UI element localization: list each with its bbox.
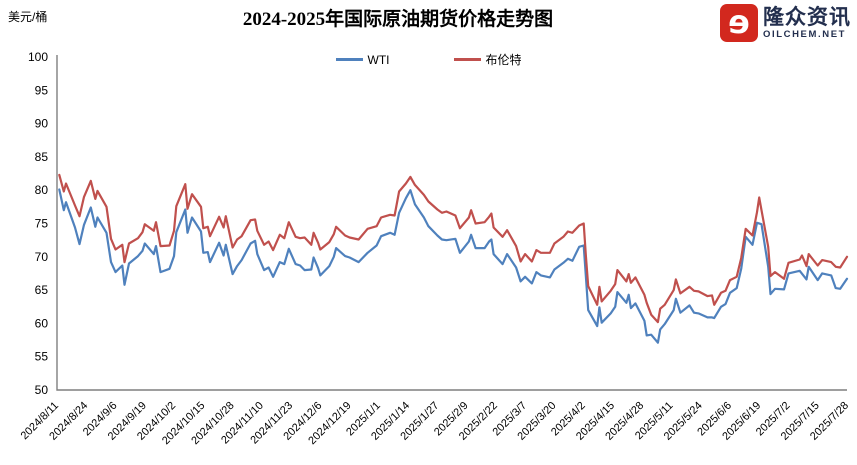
logo-text-block: 隆众资讯 OILCHEM.NET xyxy=(763,7,851,40)
brent-line-swatch xyxy=(453,58,481,61)
y-tick-label: 80 xyxy=(35,183,49,197)
y-tick-label: 70 xyxy=(35,250,49,264)
y-tick-label: 55 xyxy=(35,350,49,364)
y-tick-label: 60 xyxy=(35,316,49,330)
y-axis-unit-label: 美元/桶 xyxy=(8,10,48,24)
oilchem-logo-icon: e xyxy=(720,3,758,42)
y-tick-label: 50 xyxy=(35,383,49,397)
y-tick-label: 75 xyxy=(35,217,49,231)
axis-lines xyxy=(56,55,847,391)
wti-line xyxy=(58,188,849,344)
legend-item-wti: WTI xyxy=(335,53,389,67)
logo-domain: OILCHEM.NET xyxy=(763,28,847,40)
brent-line xyxy=(58,173,849,324)
logo-company-name: 隆众资讯 xyxy=(763,5,851,29)
wti-line-swatch xyxy=(335,58,363,61)
y-tick-label: 65 xyxy=(35,283,49,297)
legend-label-wti: WTI xyxy=(367,52,390,67)
legend-label-brent: 布伦特 xyxy=(485,53,522,67)
oilchem-logo: e 隆众资讯 OILCHEM.NET xyxy=(720,3,851,42)
y-tick-label: 90 xyxy=(35,117,49,131)
y-tick-label: 100 xyxy=(28,50,48,64)
y-tick-label: 95 xyxy=(35,83,49,97)
chart-title: 2024-2025年国际原油期货价格走势图 xyxy=(242,9,554,30)
legend-item-brent: 布伦特 xyxy=(453,51,522,68)
chart-legend: WTI 布伦特 xyxy=(335,51,522,68)
y-tick-label: 85 xyxy=(35,150,49,164)
